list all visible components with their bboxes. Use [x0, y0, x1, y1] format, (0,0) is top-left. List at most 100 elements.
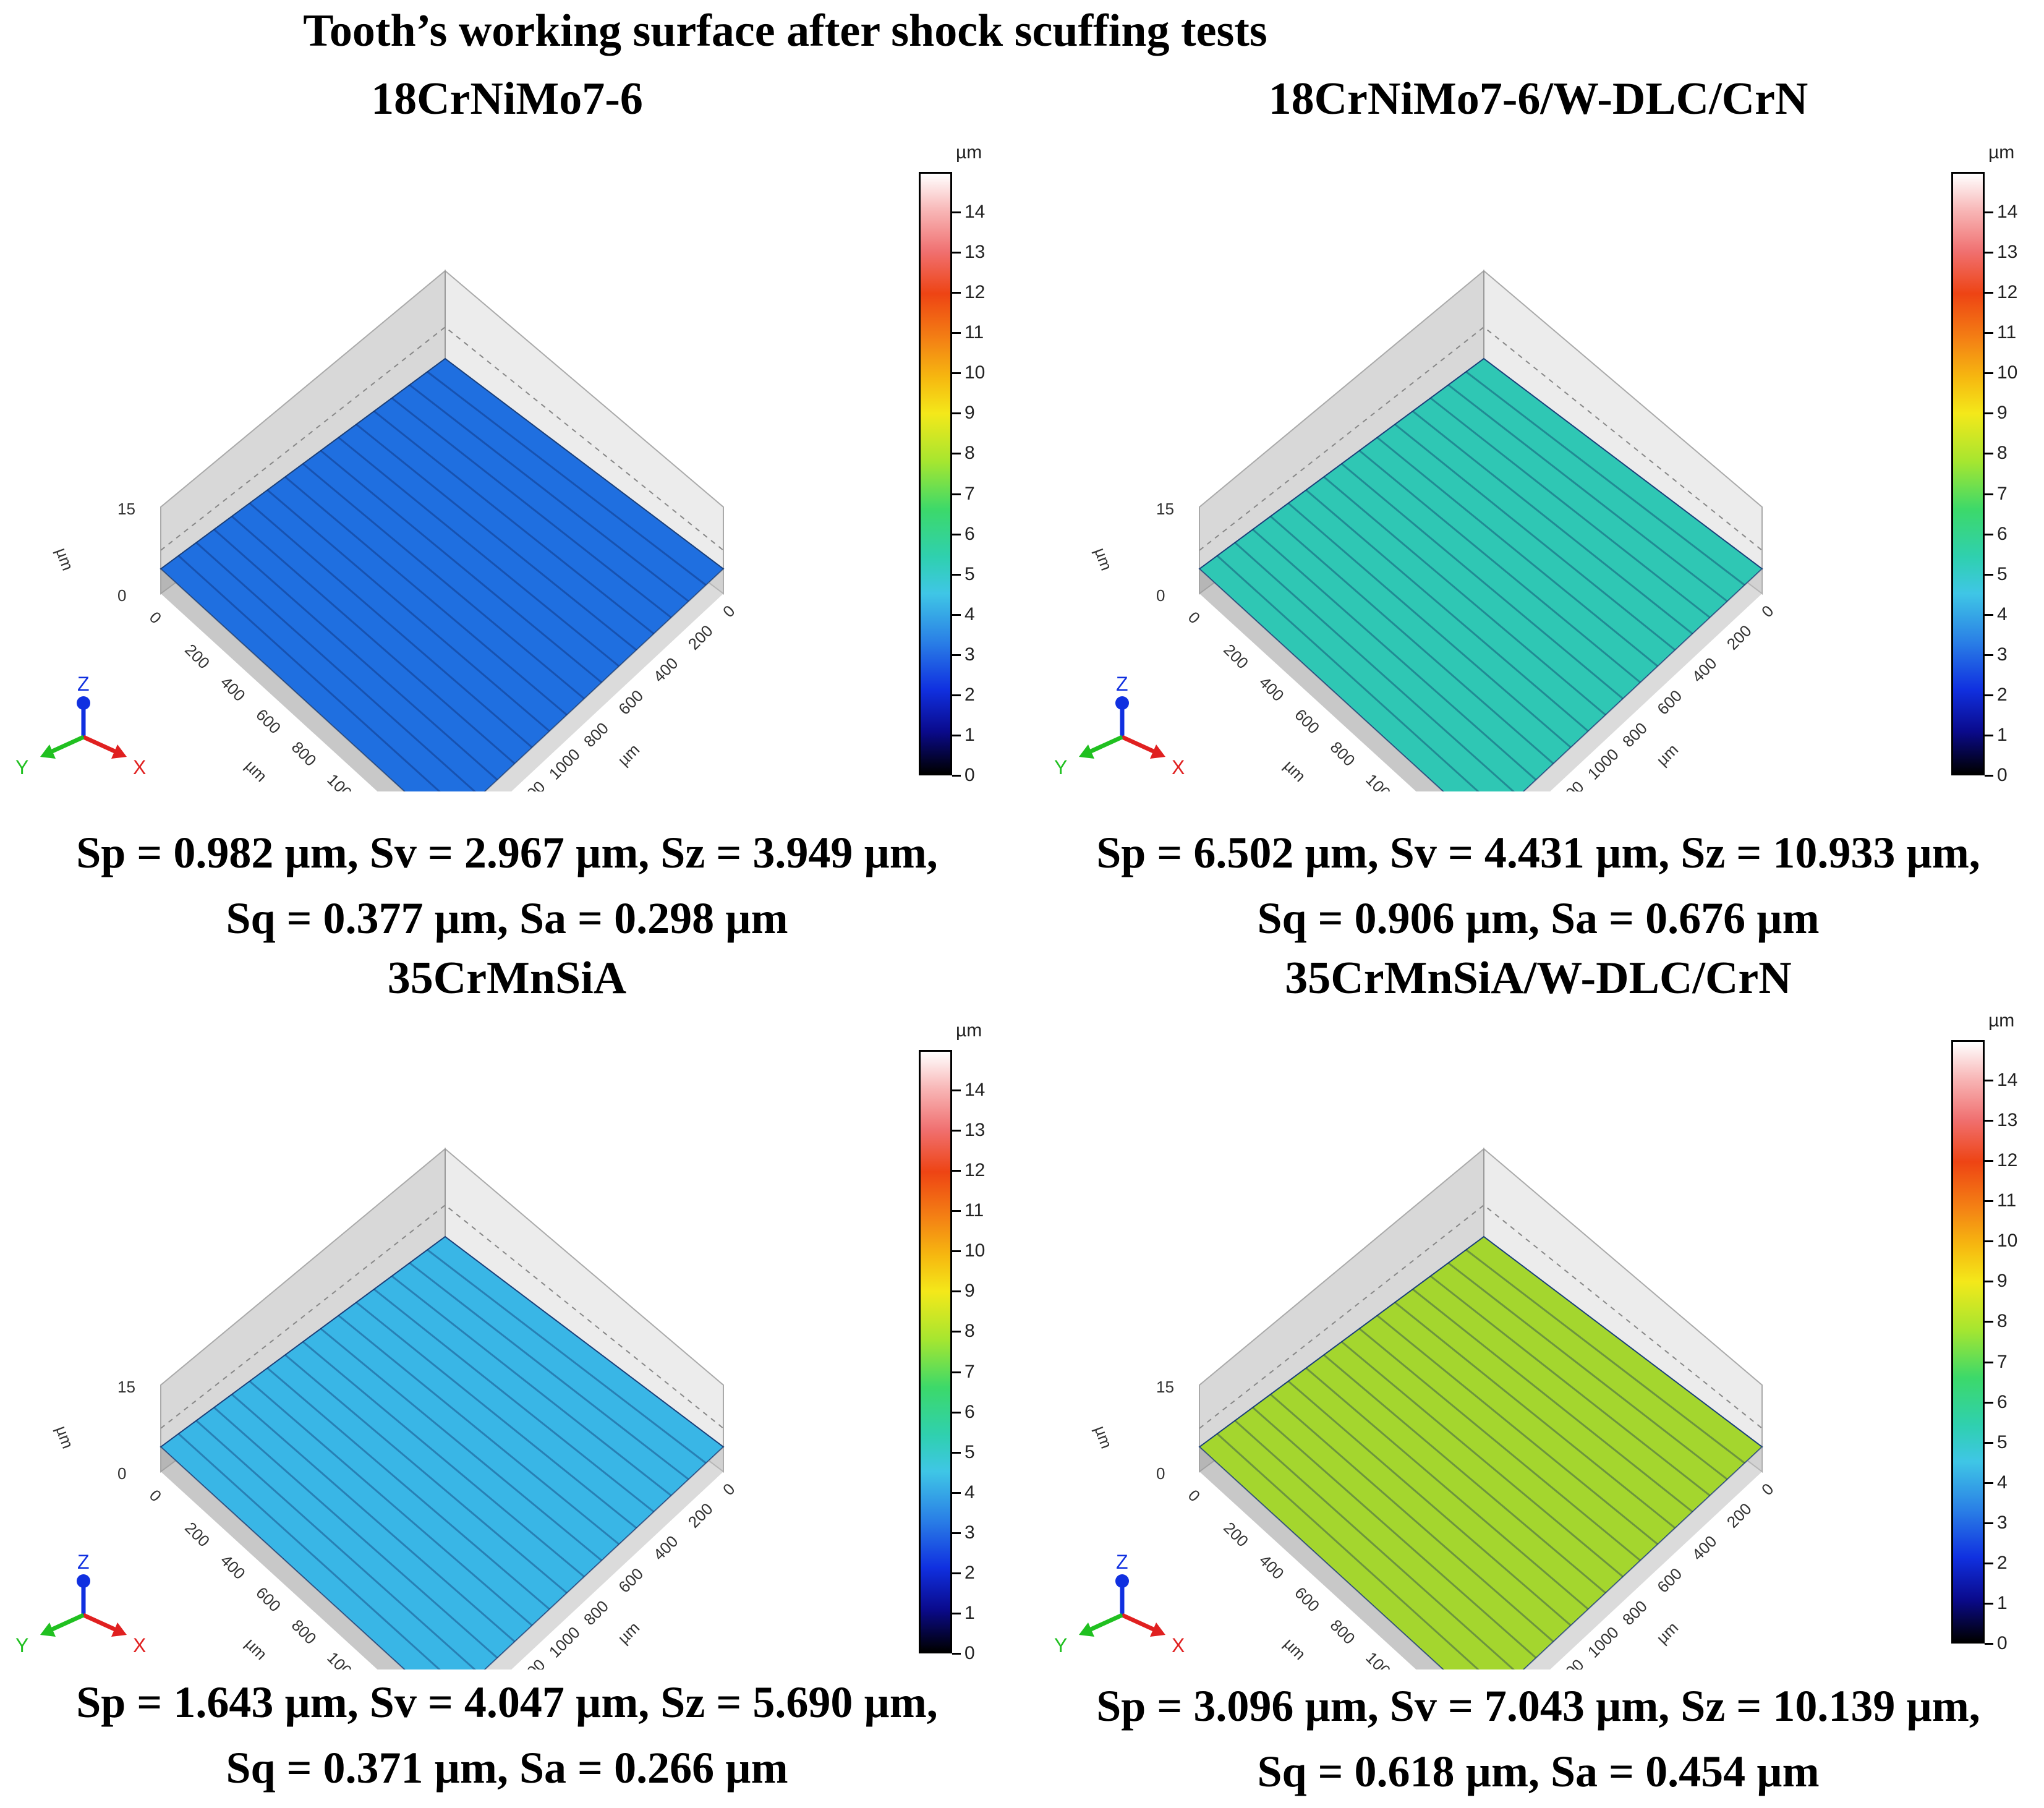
- surface-streak: [1376, 437, 1659, 667]
- y-tick-label: 400: [650, 654, 682, 686]
- colorbar-tick-label: 14: [1997, 1070, 2018, 1091]
- y-tick-label: 0: [1758, 1480, 1777, 1499]
- surface-streak: [1394, 1302, 1676, 1529]
- colorbar-tick-label: 6: [1997, 523, 2008, 544]
- surface-streak: [195, 542, 477, 791]
- colorbar-tick-label: 11: [1997, 322, 2017, 343]
- stats-line1: Sp = 0.982 µm, Sv = 2.967 µm, Sz = 3.949…: [76, 828, 938, 877]
- surface-streak: [266, 489, 550, 732]
- surface-streak: [1323, 1354, 1606, 1594]
- colorbar-tick: [1985, 1602, 1993, 1605]
- colorbar-tick-label: 1: [965, 1602, 975, 1623]
- surface-streak: [177, 1433, 441, 1669]
- triad-x-label: X: [1172, 1634, 1185, 1657]
- surface-streak: [1447, 1262, 1728, 1480]
- surface-top: [1198, 1235, 1763, 1669]
- surface-streak: [1234, 542, 1515, 791]
- colorbar-tick: [952, 252, 961, 254]
- surface-streak: [213, 1407, 498, 1659]
- y-tick-label: 200: [1723, 621, 1755, 654]
- colorbar-tick-label: 14: [965, 202, 986, 223]
- colorbar-tick-label: 8: [965, 1321, 975, 1342]
- y-tick-label: 200: [1723, 1499, 1755, 1532]
- colorbar-tick: [1985, 1160, 1993, 1162]
- y-tick-label: 800: [1619, 1597, 1651, 1629]
- triad-y-axis: [1087, 1613, 1123, 1633]
- z-axis-unit: µm: [52, 545, 77, 573]
- x-tick-label: 200: [181, 641, 213, 673]
- colorbar-tick-label: 7: [965, 1361, 975, 1382]
- surface-streak: [1216, 555, 1480, 791]
- y-axis-unit: µm: [614, 1618, 643, 1647]
- z-tick-label: 0: [1156, 586, 1165, 605]
- x-tick-label: 800: [1327, 1616, 1359, 1648]
- surface-top: [160, 357, 725, 791]
- y-tick-label: 800: [580, 719, 612, 751]
- surface-texture: [177, 371, 707, 791]
- colorbar-tick: [952, 694, 961, 696]
- surface-streak: [338, 437, 620, 667]
- colorbar-tick: [1985, 1200, 1993, 1203]
- y-tick-label: 400: [1688, 654, 1721, 686]
- colorbar-gradient: [919, 1050, 952, 1653]
- colorbar-tick-label: 5: [1997, 563, 2008, 584]
- x-tick-label: 200: [1220, 641, 1252, 673]
- surface-plot-35crmnsia-coated: 015µm02004006008001000120014001600020040…: [1039, 1026, 2028, 1669]
- y-tick-label: 400: [1688, 1532, 1721, 1564]
- surface-streak: [1252, 1407, 1537, 1659]
- colorbar-unit: µm: [1988, 142, 2015, 163]
- surface-streak: [195, 1420, 477, 1669]
- surface-streak: [1465, 371, 1745, 586]
- x-tick-label: 800: [1327, 738, 1359, 770]
- surface-streak: [1358, 1328, 1642, 1561]
- x-tick-label: 600: [252, 1584, 284, 1616]
- z-tick-label: 0: [1156, 1464, 1165, 1483]
- colorbar-tick-label: 2: [965, 1562, 975, 1583]
- colorbar-tick: [1985, 1482, 1993, 1484]
- colorbar-tick: [952, 1532, 961, 1534]
- y-tick-label: 400: [650, 1532, 682, 1564]
- surface-svg: 015µm02004006008001000120014001600020040…: [1054, 1147, 1777, 1669]
- colorbar-tick-label: 9: [965, 403, 975, 424]
- colorbar-tick: [952, 1371, 961, 1373]
- colorbar-tick-label: 7: [1997, 1351, 2008, 1372]
- colorbar-tick-label: 14: [965, 1080, 986, 1101]
- triad-y-label: Y: [15, 1634, 28, 1657]
- surface-streak: [284, 476, 568, 716]
- stats-line1: Sp = 6.502 µm, Sv = 4.431 µm, Sz = 10.93…: [1096, 828, 1980, 877]
- colorbar-tick-label: 11: [1997, 1190, 2017, 1211]
- colorbar-tick: [1985, 372, 1993, 375]
- x-tick-label: 800: [288, 1616, 320, 1648]
- surface-streak: [1270, 515, 1554, 765]
- colorbar-gradient: [1951, 1040, 1985, 1644]
- colorbar-tick: [952, 1572, 961, 1574]
- surface-streak: [356, 1302, 637, 1529]
- x-tick-label: 1000: [1362, 770, 1400, 791]
- colorbar-tick-label: 4: [1997, 603, 2008, 625]
- surface-streak: [1270, 1393, 1554, 1643]
- colorbar-tick: [952, 493, 961, 495]
- stats-line2: Sq = 0.377 µm, Sa = 0.298 µm: [226, 893, 788, 943]
- triad-z-label: Z: [77, 673, 90, 695]
- surface-texture: [1216, 371, 1745, 791]
- surface-streak: [1252, 529, 1537, 781]
- colorbar-tick: [952, 372, 961, 375]
- triad-y-arrow: [1079, 1623, 1094, 1637]
- colorbar-tick-label: 10: [965, 362, 986, 383]
- colorbar-tick: [952, 1653, 961, 1655]
- colorbar-tick: [952, 775, 961, 777]
- surface-streak: [1412, 410, 1693, 635]
- colorbar-tick: [1985, 292, 1993, 294]
- surface-streak: [231, 515, 516, 765]
- colorbar-tick: [1985, 1441, 1993, 1444]
- colorbar-tick-label: 5: [965, 563, 975, 584]
- colorbar-tick-label: 4: [965, 1482, 975, 1503]
- surface-streak: [1305, 489, 1589, 732]
- z-axis-unit: µm: [1091, 545, 1116, 573]
- colorbar-tick-label: 6: [965, 523, 975, 544]
- colorbar-tick: [1985, 734, 1993, 736]
- y-tick-label: 200: [684, 621, 717, 654]
- x-tick-label: 0: [1185, 1486, 1204, 1505]
- triad-z-arrow: [77, 696, 90, 710]
- colorbar-tick: [1985, 1321, 1993, 1323]
